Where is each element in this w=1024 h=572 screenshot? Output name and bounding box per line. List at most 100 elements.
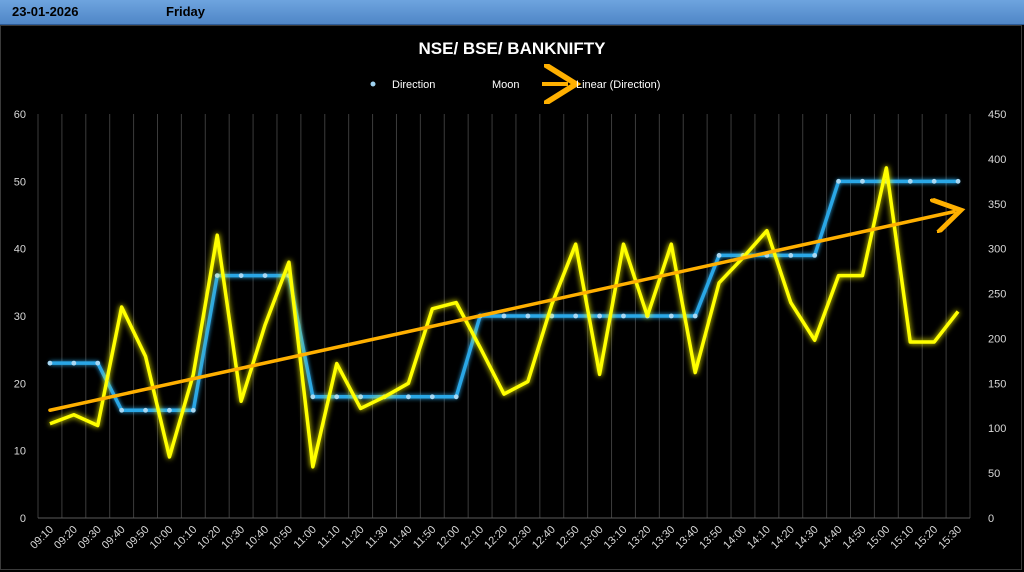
- right-axis-tick-label: 350: [988, 199, 1006, 211]
- series-direction-point: [214, 273, 220, 278]
- x-axis-tick-label: 09:30: [76, 524, 104, 552]
- series-direction-point: [812, 253, 818, 258]
- x-axis-tick-label: 11:40: [387, 524, 414, 551]
- chart-frame: [0, 25, 1022, 570]
- x-axis-tick-label: 12:00: [434, 524, 462, 552]
- left-axis-tick-label: 50: [14, 176, 26, 188]
- x-axis-tick-label: 12:40: [530, 524, 558, 552]
- left-axis-tick-label: 40: [14, 244, 26, 256]
- series-direction-point: [119, 407, 125, 413]
- series-direction-point: [788, 253, 794, 258]
- series-direction-point: [668, 313, 674, 319]
- x-axis-tick-label: 10:40: [243, 524, 271, 552]
- left-axis-tick-label: 20: [14, 378, 26, 390]
- legend-item-moon: Moon: [458, 79, 520, 91]
- x-axis-tick-label: 09:10: [28, 524, 56, 552]
- x-axis-tick-label: 15:20: [912, 524, 940, 552]
- right-axis: 0 50 100 150 200 250 300 350 400 450: [988, 109, 1006, 525]
- x-axis-tick-label: 10:50: [267, 524, 295, 552]
- x-axis-tick-label: 13:00: [578, 524, 606, 552]
- x-axis-tick-label: 10:20: [195, 524, 223, 552]
- series-direction-point: [525, 313, 531, 319]
- x-axis-tick-label: 11:50: [411, 524, 438, 551]
- x-axis-tick-label: 11:20: [339, 524, 366, 551]
- x-axis-tick-label: 09:50: [124, 524, 152, 552]
- x-axis-tick-label: 12:20: [482, 524, 510, 552]
- series-direction-point: [716, 253, 722, 258]
- series-direction-point: [167, 407, 172, 413]
- series-direction-point: [71, 360, 77, 366]
- x-axis-tick-label: 13:40: [673, 524, 701, 552]
- x-axis-tick-label: 14:10: [745, 524, 773, 552]
- series-direction-point: [836, 178, 841, 184]
- right-axis-tick-label: 150: [988, 378, 1006, 390]
- right-axis-tick-label: 450: [988, 109, 1006, 121]
- left-axis-tick-label: 30: [14, 311, 26, 323]
- series-direction-point: [692, 313, 698, 319]
- x-axis-tick-label: 13:20: [626, 524, 654, 552]
- x-axis-tick-label: 15:00: [865, 524, 893, 552]
- x-axis-tick-label: 11:00: [292, 524, 319, 551]
- right-axis-tick-label: 0: [988, 513, 994, 525]
- x-axis-tick-label: 13:30: [649, 524, 677, 552]
- series-direction-point: [190, 407, 196, 413]
- header-day: Friday: [166, 4, 206, 19]
- series-direction-point: [501, 313, 507, 319]
- series-direction-point: [334, 394, 340, 400]
- right-axis-tick-label: 300: [988, 244, 1006, 256]
- x-axis-tick-label: 14:20: [769, 524, 797, 552]
- right-axis-tick-label: 50: [988, 468, 1000, 480]
- right-axis-tick-label: 200: [988, 333, 1006, 345]
- series-direction-point: [238, 273, 244, 278]
- x-axis-tick-label: 11:10: [315, 524, 342, 551]
- x-axis-tick-label: 13:50: [697, 524, 725, 552]
- series-direction-point: [429, 394, 435, 400]
- series-direction-point: [262, 273, 268, 278]
- x-axis-tick-label: 10:00: [148, 524, 176, 552]
- x-axis-tick-label: 14:50: [841, 524, 869, 552]
- legend-label-linear-direction: Linear (Direction): [576, 79, 660, 91]
- right-axis-tick-label: 100: [988, 423, 1006, 435]
- chart-title: NSE/ BSE/ BANKNIFTY: [418, 39, 606, 58]
- left-axis-tick-label: 0: [20, 513, 26, 525]
- x-axis-tick-label: 09:40: [100, 524, 128, 552]
- legend-label-direction: Direction: [392, 79, 435, 91]
- x-axis-tick-label: 10:30: [219, 524, 247, 552]
- x-axis-tick-label: 12:30: [506, 524, 534, 552]
- x-axis-tick-label: 15:10: [888, 524, 916, 552]
- left-axis-tick-label: 10: [14, 446, 26, 458]
- left-axis: 0 10 20 30 40 50 60: [14, 109, 26, 525]
- series-direction-point: [907, 178, 913, 184]
- series-direction-point: [549, 313, 555, 319]
- series-direction-point: [931, 178, 937, 184]
- legend-item-direction: Direction: [358, 79, 435, 91]
- x-axis-tick-label: 10:10: [172, 524, 200, 552]
- x-axis-tick-label: 14:30: [793, 524, 821, 552]
- x-axis-tick-label: 11:30: [363, 524, 390, 551]
- legend-label-moon: Moon: [492, 79, 520, 91]
- series-direction-point: [47, 360, 53, 366]
- x-axis-tick-label: 13:10: [602, 524, 630, 552]
- x-axis-tick-label: 12:10: [458, 524, 486, 552]
- x-axis-tick-label: 14:00: [721, 524, 749, 552]
- series-direction-point: [860, 178, 865, 184]
- series-direction-point: [310, 394, 316, 400]
- x-axis-tick-label: 09:20: [52, 524, 80, 552]
- series-moon-line: [49, 166, 960, 469]
- series-direction-point: [143, 407, 148, 413]
- x-axis-tick-label: 12:50: [554, 524, 582, 552]
- right-axis-tick-label: 250: [988, 289, 1006, 301]
- left-axis-tick-label: 60: [14, 109, 26, 121]
- series-linear-direction-trendline: [48, 212, 954, 413]
- grid: [37, 114, 971, 519]
- series-direction-point: [621, 313, 626, 319]
- series-direction-point: [453, 394, 459, 400]
- legend: Direction Moon Linear (Direction): [358, 79, 660, 91]
- x-axis-tick-label: 14:40: [817, 524, 845, 552]
- series-direction-line: [49, 179, 959, 413]
- series-direction-point: [573, 313, 579, 319]
- x-axis-tick-label: 15:30: [936, 524, 964, 552]
- series-direction-point: [597, 313, 602, 319]
- x-axis: 09:1009:2009:3009:4009:5010:0010:1010:20…: [28, 524, 964, 552]
